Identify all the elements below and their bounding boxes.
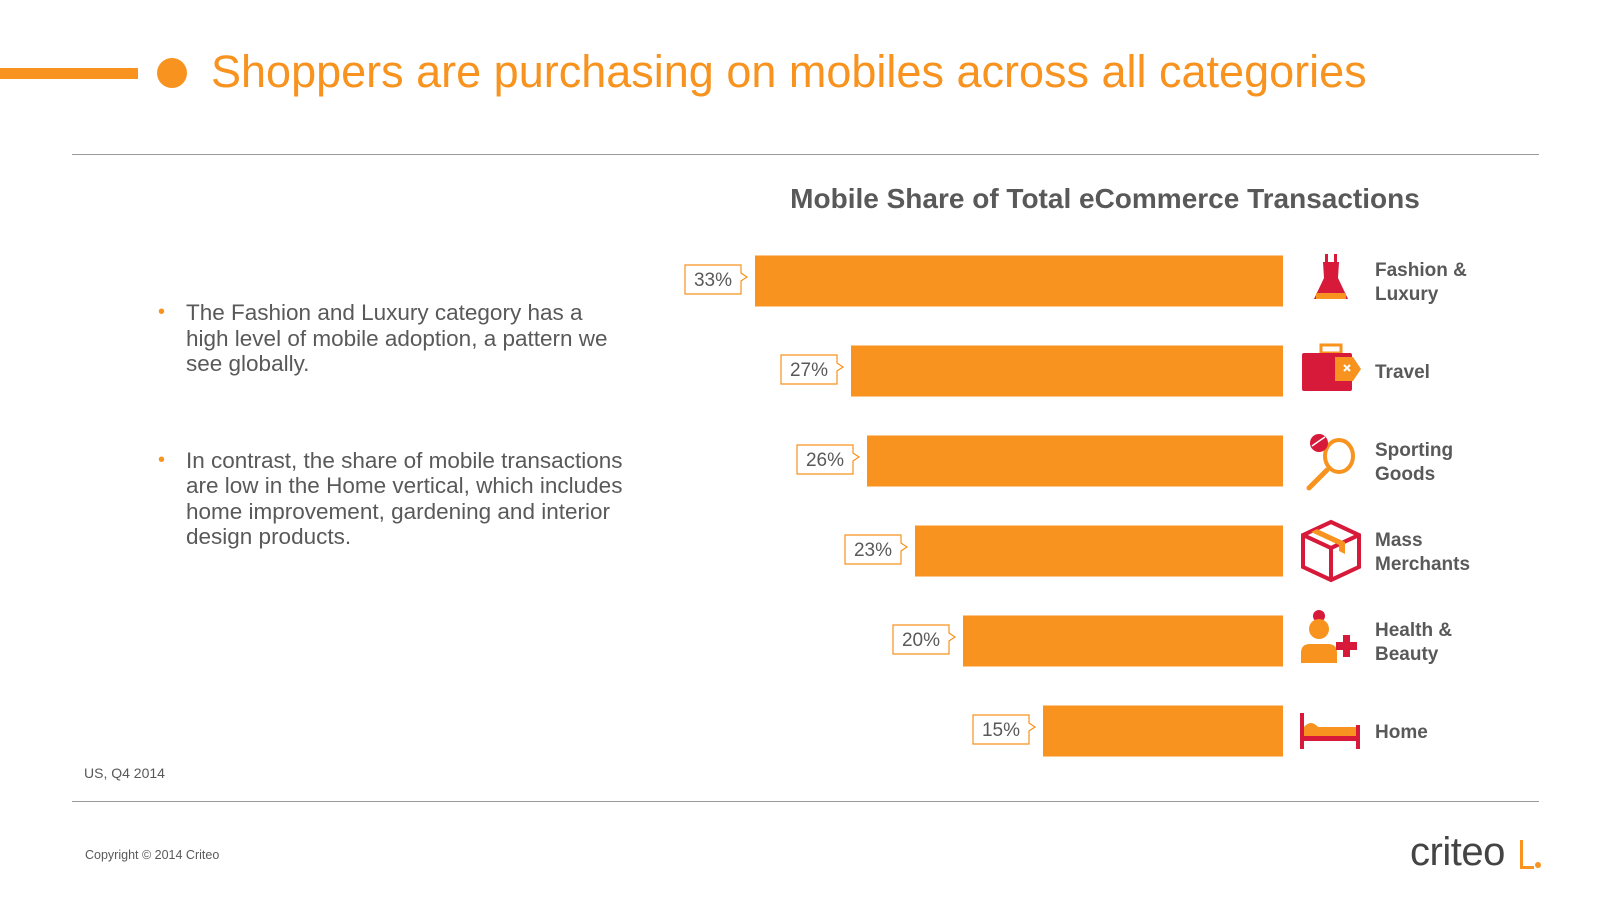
bed-icon [1300, 713, 1360, 749]
criteo-logo-dot [1535, 862, 1541, 868]
value-label-3: 23% [854, 540, 892, 561]
category-label-2-0: Sporting [1375, 440, 1453, 461]
bar-2 [867, 435, 1283, 487]
copyright-text: Copyright © 2014 Criteo [85, 848, 220, 862]
bar-4 [963, 615, 1283, 667]
value-callout-2 [796, 444, 861, 475]
suitcase-icon [1302, 343, 1361, 391]
value-callout-0 [684, 264, 749, 295]
top-divider [72, 154, 1539, 155]
category-label-5-0: Home [1375, 722, 1428, 743]
page-title: Shoppers are purchasing on mobiles acros… [211, 46, 1367, 97]
criteo-logo: criteo [1410, 830, 1505, 874]
bar-0 [755, 255, 1283, 307]
person-plus-icon [1301, 610, 1357, 663]
package-box-icon [1301, 519, 1361, 583]
title-accent-line [0, 68, 138, 79]
category-label-4-0: Health & [1375, 620, 1452, 641]
source-note: US, Q4 2014 [84, 765, 165, 781]
value-callout-3 [844, 534, 909, 565]
value-label-2: 26% [806, 450, 844, 471]
category-label-4-1: Beauty [1375, 644, 1439, 665]
category-label-3-1: Merchants [1375, 554, 1470, 575]
category-label-0-0: Fashion & [1375, 260, 1467, 281]
value-callout-4 [892, 624, 957, 655]
racket-ball-icon [1306, 434, 1355, 491]
bar-5 [1043, 705, 1283, 757]
criteo-logo-mark [1520, 840, 1534, 869]
value-callout-5 [972, 714, 1037, 745]
category-label-0-1: Luxury [1375, 284, 1439, 305]
bullet-home: In contrast, the share of mobile transac… [158, 448, 628, 550]
category-label-3-0: Mass [1375, 530, 1423, 551]
value-label-0: 33% [694, 270, 732, 291]
dress-icon [1314, 254, 1348, 299]
value-label-4: 20% [902, 630, 940, 651]
title-accent-dot [157, 58, 187, 88]
category-label-2-1: Goods [1375, 464, 1435, 485]
bottom-divider [72, 801, 1539, 802]
chart-title: Mobile Share of Total eCommerce Transact… [790, 183, 1420, 214]
value-callout-1 [780, 354, 845, 385]
value-label-1: 27% [790, 360, 828, 381]
chart-bars: 33% Fashion & Luxury 27% Travel 26% Sporting Go… [684, 254, 1470, 757]
value-label-5: 15% [982, 720, 1020, 741]
bullet-list: The Fashion and Luxury category has a hi… [158, 300, 628, 550]
bar-1 [851, 345, 1283, 397]
bar-3 [915, 525, 1283, 577]
bullet-fashion: The Fashion and Luxury category has a hi… [158, 300, 628, 377]
category-label-1-0: Travel [1375, 362, 1430, 383]
